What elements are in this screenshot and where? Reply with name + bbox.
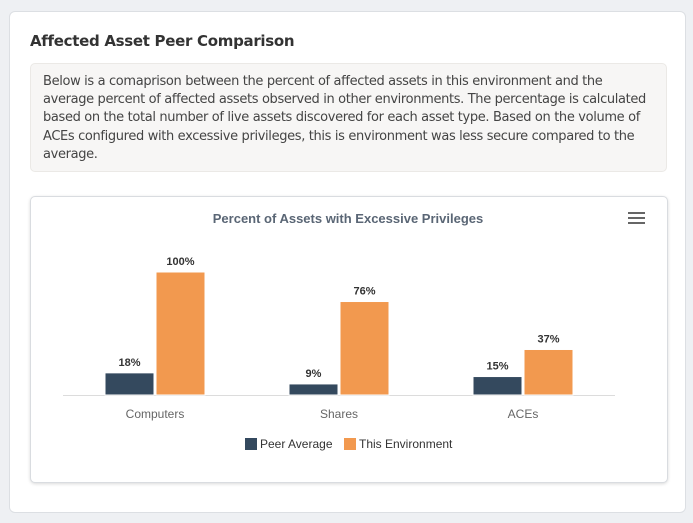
data-label: 15% <box>486 361 508 373</box>
chart-container: Percent of Assets with Excessive Privile… <box>30 196 668 483</box>
bar-shares-this-environment[interactable] <box>339 301 390 396</box>
x-tick-label: Shares <box>320 407 358 421</box>
peer-comparison-panel: Affected Asset Peer Comparison Below is … <box>9 11 686 513</box>
bar-aces-this-environment[interactable] <box>523 348 574 396</box>
legend-item-this-environment[interactable]: This Environment <box>359 437 453 451</box>
hamburger-menu-icon[interactable] <box>628 212 645 225</box>
data-label: 9% <box>306 368 322 380</box>
bar-aces-peer-average[interactable] <box>472 376 523 396</box>
data-label: 37% <box>537 333 559 345</box>
chart-title: Percent of Assets with Excessive Privile… <box>213 211 484 226</box>
bar-shares-peer-average[interactable] <box>288 383 339 396</box>
legend-item-peer-average[interactable]: Peer Average <box>260 437 333 451</box>
bar-computers-peer-average[interactable] <box>104 372 155 396</box>
legend-swatch <box>245 438 257 450</box>
data-label: 76% <box>353 286 375 298</box>
data-label: 100% <box>166 256 194 268</box>
x-tick-label: Computers <box>126 407 185 421</box>
panel-description: Below is a comaprison between the percen… <box>30 63 667 172</box>
data-label: 18% <box>118 357 140 369</box>
panel-title: Affected Asset Peer Comparison <box>30 32 295 50</box>
legend-swatch <box>344 438 356 450</box>
bar-chart: Percent of Assets with Excessive Privile… <box>63 211 615 451</box>
bar-computers-this-environment[interactable] <box>155 271 206 396</box>
x-tick-label: ACEs <box>508 407 539 421</box>
